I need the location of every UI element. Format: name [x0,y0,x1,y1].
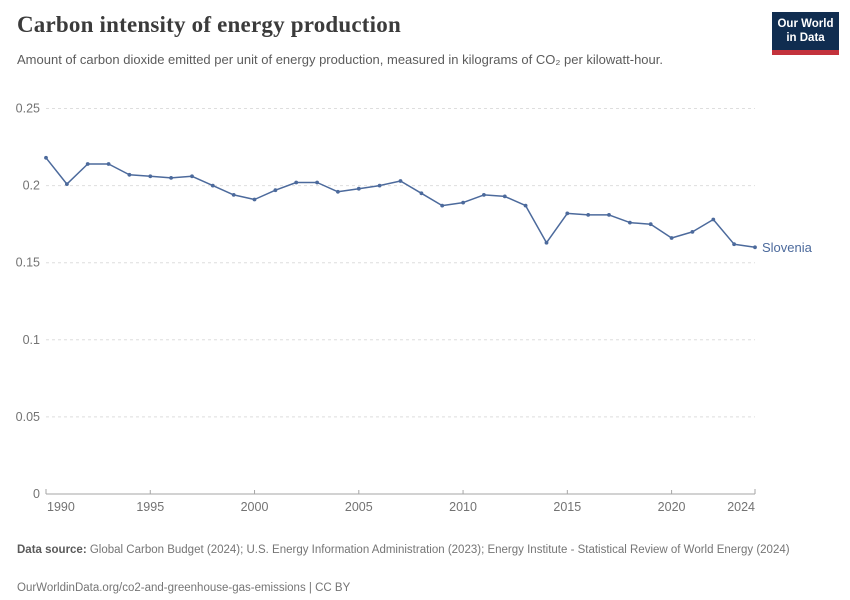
owid-logo-line2: in Data [786,32,825,45]
series-line[interactable] [45,157,756,249]
y-axis-tick-label: 0 [33,487,40,501]
page-title: Carbon intensity of energy production [17,12,401,37]
data-point[interactable] [377,183,382,188]
chart-subtitle: Amount of carbon dioxide emitted per uni… [17,52,663,67]
data-point[interactable] [586,213,591,217]
data-point[interactable] [169,176,174,180]
data-point[interactable] [148,174,153,179]
data-point[interactable] [565,211,570,216]
attribution-line: OurWorldinData.org/co2-and-greenhouse-ga… [17,580,829,596]
data-point[interactable] [753,245,757,250]
y-axis-tick-label: 0.15 [16,256,40,270]
data-point[interactable] [628,220,632,225]
data-source-text: Global Carbon Budget (2024); U.S. Energy… [86,543,790,556]
data-point[interactable] [190,174,194,179]
owid-url-link[interactable]: OurWorldinData.org/co2-and-greenhouse-ga… [17,581,306,594]
data-point[interactable] [127,172,132,177]
data-point[interactable] [231,193,236,197]
data-point[interactable] [315,180,319,185]
attribution-separator: | [305,581,316,594]
data-point[interactable] [690,230,695,234]
data-point[interactable] [502,194,507,199]
data-point[interactable] [252,197,257,202]
data-point[interactable] [273,188,278,193]
x-axis-tick-label: 2000 [241,500,269,514]
x-axis-tick-label: 1995 [136,500,164,514]
data-point[interactable] [356,186,361,191]
data-point[interactable] [440,203,445,208]
data-point[interactable] [210,183,215,188]
license-label: CC BY [315,581,351,594]
y-axis-tick-label: 0.1 [23,333,40,347]
data-point[interactable] [711,217,716,222]
data-point[interactable] [65,182,69,187]
data-point[interactable] [523,203,528,208]
data-point[interactable] [419,191,424,196]
data-point[interactable] [732,242,736,247]
entity-label: Slovenia [762,240,813,255]
x-axis-tick-label: 2005 [345,500,373,514]
data-point[interactable] [336,189,340,194]
x-axis-tick-label: 2010 [449,500,477,514]
data-point[interactable] [85,162,90,166]
x-axis-tick-label: 2024 [727,500,755,514]
x-axis-tick-label: 2015 [553,500,581,514]
x-axis-tick-label: 2020 [658,500,686,514]
y-axis-tick-label: 0.05 [16,410,40,424]
data-point[interactable] [44,155,48,160]
data-source-label: Data source: [17,543,87,556]
data-point[interactable] [106,162,111,166]
data-point[interactable] [648,222,653,227]
data-point[interactable] [669,236,674,240]
data-point[interactable] [482,193,486,197]
data-point[interactable] [294,180,299,185]
y-axis-tick-label: 0.2 [23,179,40,193]
x-axis-tick-label: 1990 [47,500,75,514]
owid-logo-line1: Our World [777,18,834,30]
owid-logo[interactable]: Our World in Data [772,12,839,55]
data-source-note: Data source: Global Carbon Budget (2024)… [17,542,829,558]
data-point[interactable] [398,179,403,183]
data-point[interactable] [544,240,549,245]
y-axis-tick-label: 0.25 [16,102,40,116]
data-point[interactable] [461,200,465,205]
data-point[interactable] [607,213,611,217]
